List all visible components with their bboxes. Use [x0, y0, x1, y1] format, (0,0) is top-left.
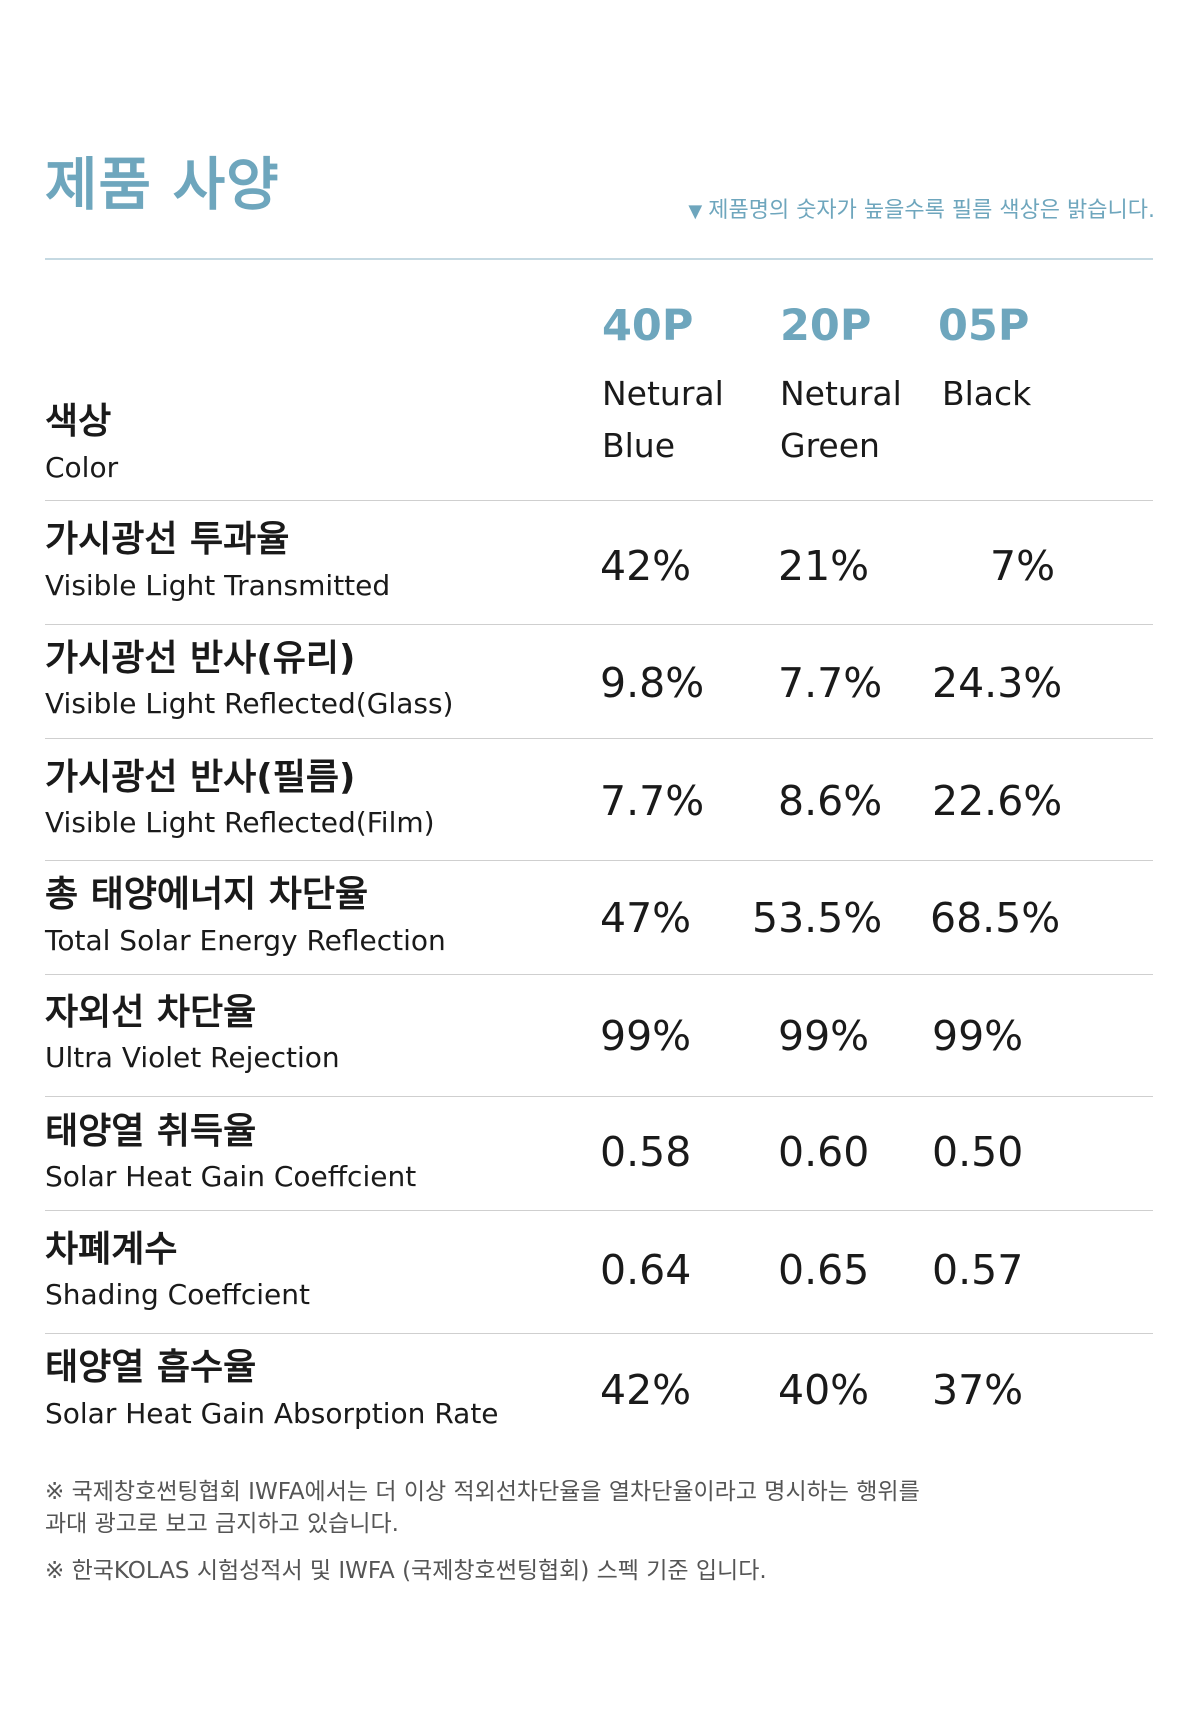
spec-label-ko: 태양열 취득율 — [45, 1111, 257, 1152]
spec-value-05p: 37% — [932, 1366, 1024, 1414]
header-divider — [45, 258, 1153, 260]
spec-value-05p: 0.57 — [932, 1246, 1024, 1294]
spec-label-ko: 차폐계수 — [45, 1229, 178, 1270]
column-color-20p: Netural Green — [780, 368, 950, 472]
spec-label-ko: 가시광선 투과율 — [45, 519, 290, 560]
spec-value-20p: 7.7% — [778, 659, 883, 707]
spec-value-20p: 0.60 — [778, 1128, 870, 1176]
brightness-note-text: 제품명의 숫자가 높을수록 필름 색상은 밝습니다. — [708, 198, 1155, 223]
row-divider — [45, 860, 1153, 861]
spec-value-05p: 22.6% — [932, 777, 1063, 825]
spec-label-en: Visible Light Reflected(Glass) — [45, 687, 454, 720]
spec-label-ko: 가시광선 반사(유리) — [45, 638, 356, 679]
color-label-en: Color — [45, 451, 119, 484]
spec-value-05p: 24.3% — [932, 659, 1063, 707]
spec-label-ko: 태양열 흡수율 — [45, 1347, 257, 1388]
spec-label-en: Total Solar Energy Reflection — [45, 924, 446, 957]
column-color-40p: Netural Blue — [602, 368, 772, 472]
spec-label-en: Solar Heat Gain Coeffcient — [45, 1160, 417, 1193]
spec-label-ko: 가시광선 반사(필름) — [45, 757, 356, 798]
triangle-down-icon: ▼ — [688, 201, 703, 222]
spec-label-en: Visible Light Reflected(Film) — [45, 806, 435, 839]
column-code-20p: 20P — [780, 301, 872, 351]
spec-label-en: Shading Coeffcient — [45, 1278, 310, 1311]
spec-value-05p: 68.5% — [930, 894, 1061, 942]
row-divider — [45, 1210, 1153, 1211]
column-color-05p-line1: Black — [942, 374, 1032, 413]
spec-value-40p: 0.64 — [600, 1246, 692, 1294]
row-divider — [45, 1333, 1153, 1334]
row-divider — [45, 500, 1153, 501]
footnote-iwfa-line1: ※ 국제창호썬팅협회 IWFA에서는 더 이상 적외선차단율을 열차단율이라고 … — [45, 1479, 920, 1505]
spec-label-ko: 총 태양에너지 차단율 — [45, 874, 369, 915]
column-color-40p-line1: Netural — [602, 374, 724, 413]
spec-value-40p: 42% — [600, 1366, 692, 1414]
row-divider — [45, 738, 1153, 739]
row-divider — [45, 974, 1153, 975]
spec-value-40p: 99% — [600, 1012, 692, 1060]
spec-value-05p: 7% — [990, 542, 1056, 590]
spec-value-40p: 0.58 — [600, 1128, 692, 1176]
spec-value-20p: 8.6% — [778, 777, 883, 825]
spec-value-40p: 47% — [600, 894, 692, 942]
spec-value-40p: 7.7% — [600, 777, 705, 825]
spec-value-20p: 53.5% — [752, 894, 883, 942]
column-color-05p: Black — [942, 368, 1112, 420]
spec-label-ko: 자외선 차단율 — [45, 992, 257, 1033]
column-color-40p-line2: Blue — [602, 426, 676, 465]
spec-value-20p: 21% — [778, 542, 870, 590]
spec-value-20p: 0.65 — [778, 1246, 870, 1294]
page-title: 제품 사양 — [45, 152, 280, 218]
spec-value-20p: 99% — [778, 1012, 870, 1060]
spec-label-en: Solar Heat Gain Absorption Rate — [45, 1397, 499, 1430]
spec-value-05p: 0.50 — [932, 1128, 1024, 1176]
color-label-ko: 색상 — [45, 401, 112, 442]
row-divider — [45, 624, 1153, 625]
column-color-20p-line1: Netural — [780, 374, 902, 413]
brightness-note: ▼ 제품명의 숫자가 높을수록 필름 색상은 밝습니다. — [688, 192, 1155, 224]
spec-value-40p: 9.8% — [600, 659, 705, 707]
spec-value-05p: 99% — [932, 1012, 1024, 1060]
column-code-40p: 40P — [602, 301, 694, 351]
spec-value-20p: 40% — [778, 1366, 870, 1414]
row-divider — [45, 1096, 1153, 1097]
column-color-20p-line2: Green — [780, 426, 880, 465]
spec-label-en: Ultra Violet Rejection — [45, 1041, 340, 1074]
column-code-05p: 05P — [938, 301, 1030, 351]
footnote-kolas: ※ 한국KOLAS 시험성적서 및 IWFA (국제창호썬팅협회) 스펙 기준 … — [45, 1558, 767, 1584]
spec-label-en: Visible Light Transmitted — [45, 569, 391, 602]
footnote-iwfa-line2: 과대 광고로 보고 금지하고 있습니다. — [45, 1511, 399, 1537]
spec-value-40p: 42% — [600, 542, 692, 590]
